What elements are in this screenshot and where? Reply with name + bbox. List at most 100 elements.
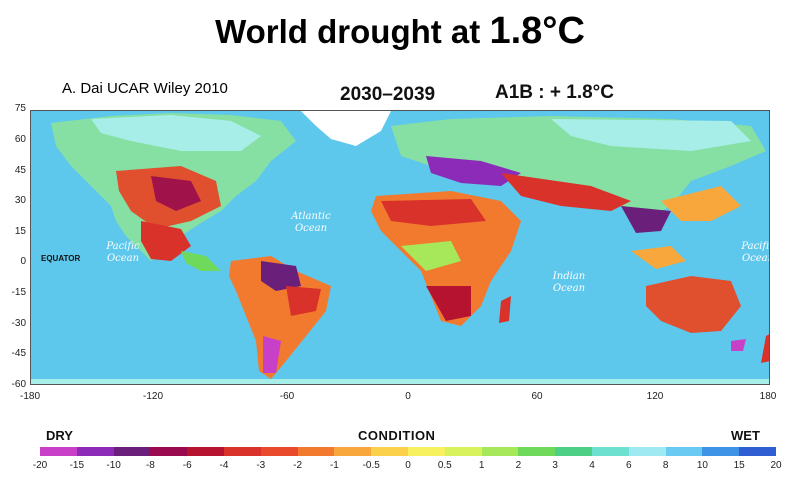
legend-tick-label: 10 xyxy=(696,460,708,471)
drought-map: Atlantic Ocean Pacific Ocean Pacific Oce… xyxy=(30,110,770,385)
new-zealand-land xyxy=(761,334,769,363)
siberia-wet-region xyxy=(551,119,751,151)
legend-swatch xyxy=(518,447,556,456)
y-tick-label: 15 xyxy=(14,226,26,237)
pacific-ocean-right-label-2: Ocean xyxy=(742,253,770,264)
mexico-drought-region xyxy=(141,221,191,261)
x-tick-label: 120 xyxy=(646,391,664,402)
x-tick-label: -60 xyxy=(279,391,295,402)
equator-label: EQUATOR xyxy=(41,254,80,263)
legend-swatch xyxy=(187,447,224,456)
pacific-ocean-label-1: Pacific xyxy=(105,241,140,252)
greenland-land xyxy=(301,111,391,146)
legend-swatch xyxy=(591,447,629,456)
usa-severe-drought xyxy=(151,176,201,211)
y-tick-label: 30 xyxy=(14,195,26,206)
y-tick-label: 45 xyxy=(14,165,26,176)
australia-land xyxy=(646,276,741,333)
middle-east-drought xyxy=(501,173,631,211)
scenario-label: A1B : + 1.8°C xyxy=(495,82,615,103)
legend-swatch xyxy=(371,447,408,456)
central-america-land xyxy=(181,251,221,271)
legend-color-bar xyxy=(40,447,776,456)
legend-tick-label: -10 xyxy=(106,460,121,471)
legend-tick-label: 1 xyxy=(478,460,485,471)
drought-map-svg: Atlantic Ocean Pacific Ocean Pacific Oce… xyxy=(31,111,770,384)
legend-tick-label: 0.5 xyxy=(437,460,452,471)
legend-swatch xyxy=(76,447,114,456)
indian-ocean-label-2: Ocean xyxy=(553,283,585,294)
south-asia-drought xyxy=(621,206,671,233)
brazil-drought-region xyxy=(286,286,321,316)
legend-tick-label: 8 xyxy=(662,460,669,471)
legend-swatch xyxy=(260,447,298,456)
x-tick-label: -120 xyxy=(142,391,164,402)
legend-condition-label: CONDITION xyxy=(358,428,436,443)
legend-swatch xyxy=(40,447,77,456)
period-label: 2030–2039 xyxy=(340,84,436,105)
legend-swatch xyxy=(113,447,151,456)
indian-ocean-label-1: Indian xyxy=(552,271,585,282)
pacific-ocean-label-2: Ocean xyxy=(107,253,139,264)
legend-swatch xyxy=(297,447,335,456)
x-tick-label: 0 xyxy=(405,391,411,402)
indonesia-land xyxy=(631,246,686,269)
atlantic-ocean-label-1: Atlantic xyxy=(290,211,331,222)
legend-wet-label: WET xyxy=(731,428,760,443)
y-tick-label: 60 xyxy=(14,134,26,145)
madagascar-land xyxy=(499,296,511,323)
amazon-severe-drought xyxy=(261,261,301,291)
legend-tick-label: -1 xyxy=(329,460,339,471)
tasmania-land xyxy=(731,339,746,351)
legend-tick-label: -8 xyxy=(145,460,155,471)
legend-swatch xyxy=(150,447,188,456)
y-tick-label: -60 xyxy=(11,379,26,390)
legend-tick-label: 20 xyxy=(770,460,782,471)
legend-swatch xyxy=(739,447,776,456)
legend-tick-label: -6 xyxy=(182,460,192,471)
southern-africa-drought xyxy=(426,286,471,321)
antarctica-strip xyxy=(31,379,769,384)
legend-tick-label: 4 xyxy=(589,460,595,471)
legend-tick-label: -20 xyxy=(32,460,48,471)
patagonia-drought xyxy=(263,336,281,373)
legend-tick-label: -4 xyxy=(219,460,229,471)
y-tick-label: -45 xyxy=(11,348,26,359)
legend-swatch xyxy=(555,447,592,456)
legend-tick-row: -20 -15 -10 -8 -6 -4 -3 -2 -1 -0.5 0 0.5 1 2 3 4 6 8 10 15 2… xyxy=(33,460,782,474)
legend-swatch xyxy=(481,447,519,456)
legend-tick-label: 0 xyxy=(405,460,411,471)
mediterranean-drought xyxy=(426,156,521,186)
y-tick-label: -30 xyxy=(11,318,26,329)
title-temperature: 1.8°C xyxy=(489,10,585,52)
x-tick-label: -180 xyxy=(19,391,41,402)
legend-tick-label: 15 xyxy=(733,460,745,471)
y-tick-label: -15 xyxy=(11,287,26,298)
legend-swatch xyxy=(334,447,372,456)
south-america-land xyxy=(229,256,331,379)
source-credit: A. Dai UCAR Wiley 2010 xyxy=(62,80,228,97)
x-tick-label: 180 xyxy=(759,391,777,402)
legend-swatch xyxy=(444,447,482,456)
legend-swatch xyxy=(407,447,445,456)
central-africa-region xyxy=(401,241,461,271)
legend-swatch xyxy=(665,447,703,456)
sahara-drought xyxy=(381,199,486,226)
atlantic-ocean-label-2: Ocean xyxy=(295,223,327,234)
legend-tick-label: 6 xyxy=(626,460,632,471)
legend-tick-label: -0.5 xyxy=(362,460,380,471)
pacific-ocean-right-label-1: Pacific xyxy=(740,241,770,252)
east-asia-region xyxy=(661,186,741,221)
legend-swatch xyxy=(702,447,740,456)
y-tick-label: 0 xyxy=(20,256,26,267)
title-text: World drought at xyxy=(215,13,490,50)
y-tick-label: 75 xyxy=(14,103,26,114)
page-title: World drought at 1.8°C xyxy=(0,10,800,53)
legend-tick-label: -2 xyxy=(293,460,303,471)
legend-tick-label: -3 xyxy=(256,460,266,471)
legend-tick-label: 2 xyxy=(515,460,522,471)
legend-swatch xyxy=(628,447,666,456)
legend-tick-label: -15 xyxy=(69,460,85,471)
legend-tick-label: 3 xyxy=(552,460,558,471)
legend-dry-label: DRY xyxy=(46,428,73,443)
